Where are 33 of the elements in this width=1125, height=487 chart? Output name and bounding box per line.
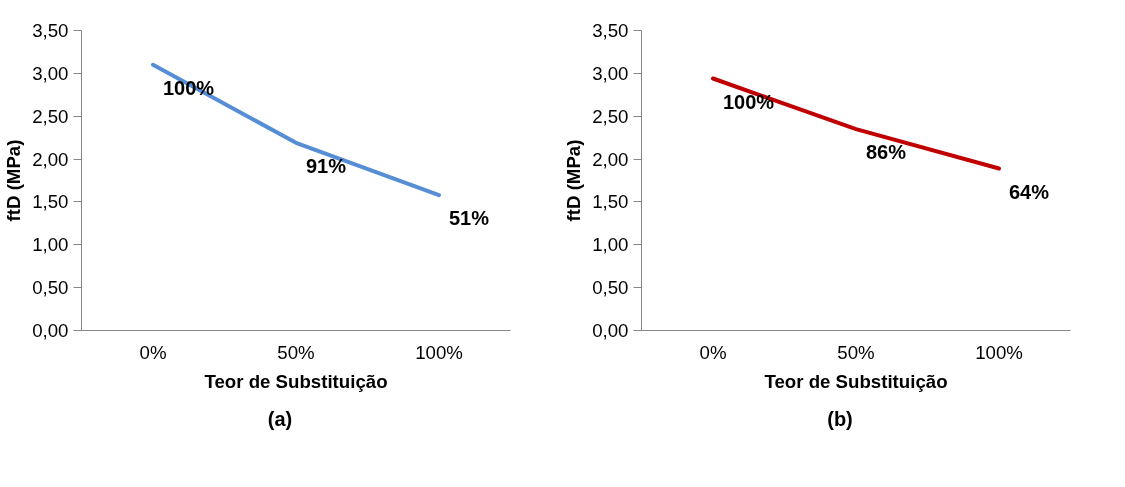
annotation: 51% <box>449 207 490 230</box>
x-tick-label: 0% <box>699 341 727 363</box>
y-tick-label: 2,00 <box>592 148 629 170</box>
annotation: 64% <box>1009 180 1050 203</box>
x-tick-label: 50% <box>837 341 875 363</box>
y-tick-label: 0,50 <box>592 277 629 299</box>
y-tick-label: 3,00 <box>32 62 69 84</box>
x-tick-label: 100% <box>415 341 463 363</box>
y-tick-label: 2,50 <box>32 105 69 127</box>
y-tick-label: 2,00 <box>32 148 69 170</box>
annotation: 86% <box>866 141 907 164</box>
x-axis-title: Teor de Substituição <box>764 370 948 392</box>
y-tick-label: 3,50 <box>32 20 69 41</box>
y-tick-label: 0,50 <box>32 277 69 299</box>
y-tick-label: 1,00 <box>592 234 629 256</box>
text: (a) <box>267 407 293 432</box>
y-tick-label: 1,50 <box>592 191 629 213</box>
annotation: 91% <box>306 154 347 177</box>
y-tick-label: 1,00 <box>32 234 69 256</box>
y-tick-label: 0,00 <box>32 320 69 341</box>
y-tick-label: 3,50 <box>592 20 629 41</box>
y-tick-label: 0,00 <box>592 320 629 341</box>
x-tick-label: 100% <box>975 341 1023 363</box>
y-axis-title: ftD (MPa) <box>3 139 25 222</box>
text: (b) <box>827 407 853 432</box>
y-tick-label: 3,00 <box>592 62 629 84</box>
y-tick-label: 2,50 <box>592 105 629 127</box>
y-tick-label: 1,50 <box>32 191 69 213</box>
x-tick-label: 0% <box>139 341 167 363</box>
x-tick-label: 50% <box>277 341 315 363</box>
annotation: 100% <box>723 90 775 113</box>
y-axis-title: ftD (MPa) <box>563 139 585 222</box>
x-axis-title: Teor de Substituição <box>204 370 388 392</box>
